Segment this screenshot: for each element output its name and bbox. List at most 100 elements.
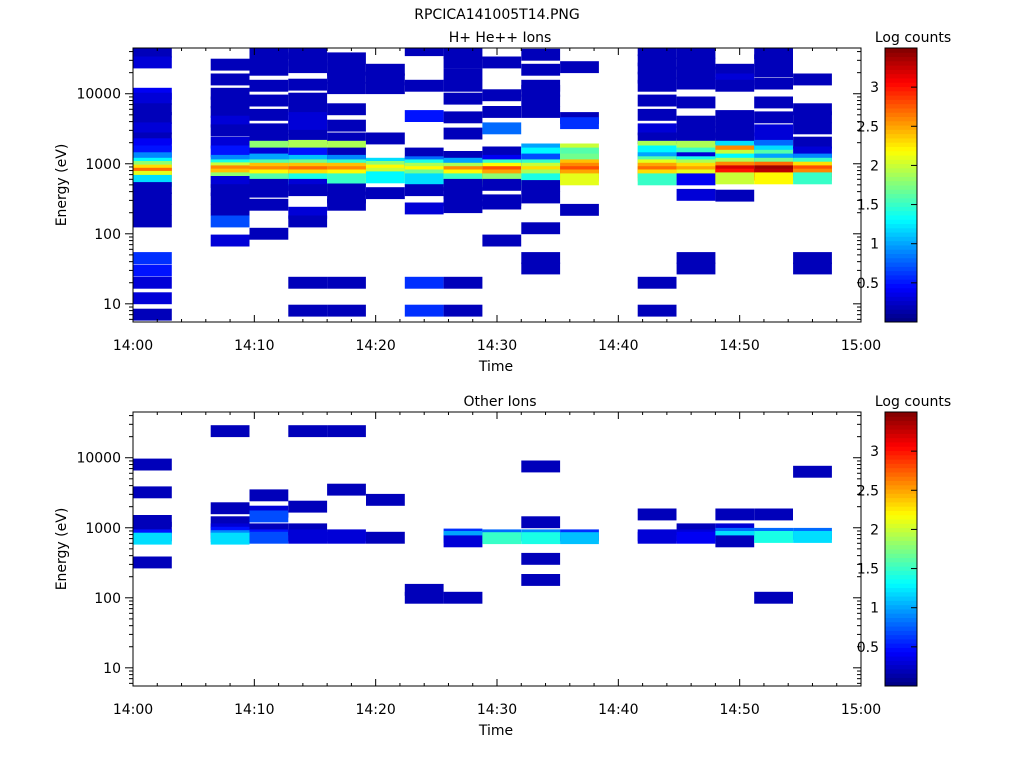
heatmap-cell <box>637 132 677 145</box>
heatmap-cell <box>133 112 172 124</box>
heatmap-cell <box>210 115 250 128</box>
colorbar-segment <box>885 65 917 70</box>
heatmap-cell <box>249 147 289 160</box>
figure-title: RPCICA141005T14.PNG <box>414 7 579 23</box>
colorbar-segment <box>885 549 917 554</box>
heatmap-cell <box>249 198 289 211</box>
x-tick-label: 14:10 <box>234 338 274 354</box>
heatmap-cell <box>133 556 172 569</box>
colorbar-segment <box>885 544 917 550</box>
heatmap-cell <box>637 62 677 75</box>
heatmap-cell <box>288 112 328 124</box>
heatmap-cell <box>288 92 328 105</box>
heatmap-cell <box>637 79 677 92</box>
panel-title: H+ He++ Ions <box>449 30 552 46</box>
colorbar-segment <box>885 257 917 263</box>
heatmap-cell <box>443 111 483 124</box>
heatmap-cell <box>521 222 561 235</box>
heatmap-cell <box>715 63 755 76</box>
colorbar-segment <box>885 249 917 254</box>
heatmap-cell <box>210 73 250 86</box>
colorbar-segment <box>885 95 917 100</box>
heatmap-cell <box>637 108 677 121</box>
colorbar-segment <box>885 52 917 58</box>
heatmap-cell <box>443 92 483 105</box>
colorbar-segment <box>885 253 917 259</box>
heatmap-cell <box>521 173 561 186</box>
heatmap-cell <box>560 117 599 130</box>
heatmap-cell <box>754 54 793 67</box>
heatmap-cell <box>676 173 716 186</box>
colorbar-segment <box>885 664 917 670</box>
colorbar-segment <box>885 493 917 499</box>
heatmap-cell <box>249 140 289 153</box>
colorbar-segment <box>885 227 917 233</box>
colorbar-segment <box>885 309 917 314</box>
y-tick-label: 10000 <box>76 87 121 103</box>
colorbar-segment <box>885 304 917 310</box>
heatmap-cells <box>133 48 832 321</box>
heatmap-cell <box>793 111 832 124</box>
heatmap-cell <box>521 180 561 192</box>
heatmap-cell <box>249 79 289 92</box>
heatmap-cell <box>637 54 677 67</box>
heatmap-cell <box>288 139 328 152</box>
heatmap-cell <box>482 106 522 118</box>
heatmap-cell <box>443 591 483 604</box>
heatmap-cell <box>754 531 793 543</box>
heatmap-cell <box>327 132 366 145</box>
x-tick-label: 14:50 <box>719 338 759 354</box>
heatmap-cell <box>676 48 716 60</box>
heatmap-cell <box>560 173 599 186</box>
heatmap-cell <box>366 132 405 145</box>
colorbar-segment <box>885 510 917 516</box>
heatmap-cell <box>288 103 328 116</box>
heatmap-cell <box>676 115 716 128</box>
heatmap-cell <box>482 89 522 102</box>
colorbar-segment <box>885 643 917 648</box>
heatmap-cell <box>133 56 172 69</box>
heatmap-cell <box>754 77 793 90</box>
colorbar: 0.5 1 1.5 2 2.5 3 <box>857 411 918 687</box>
heatmap-cell <box>793 172 832 185</box>
colorbar-segment <box>885 424 917 430</box>
heatmap-cell <box>366 63 405 76</box>
colorbar-segment <box>885 501 917 507</box>
heatmap-cell <box>637 123 677 136</box>
colorbar-segment <box>885 48 917 53</box>
colorbar-segment <box>885 317 917 323</box>
heatmap-cell <box>249 108 289 121</box>
colorbar-segment <box>885 651 917 657</box>
colorbar-segment <box>885 412 917 417</box>
heatmap-cell <box>288 147 328 160</box>
colorbar-segment <box>885 219 917 225</box>
heatmap-cell <box>521 63 561 76</box>
heatmap-cell <box>443 194 483 207</box>
colorbar-frame <box>884 411 918 687</box>
heatmap-cell <box>210 192 250 205</box>
colorbar-segment <box>885 223 917 229</box>
colorbar-segment <box>885 120 917 126</box>
colorbar-segment <box>885 202 917 207</box>
colorbar-segment <box>885 656 917 661</box>
colorbar-segment <box>885 441 917 447</box>
colorbar-segment <box>885 420 917 426</box>
x-tick-label: 14:30 <box>477 702 517 718</box>
colorbar-segment <box>885 617 917 623</box>
colorbar-segment <box>885 608 917 614</box>
y-tick-label: 10000 <box>76 451 121 467</box>
heatmap-cell <box>133 308 172 321</box>
heatmap-cell <box>482 532 522 545</box>
x-axis-label: Time <box>478 723 513 739</box>
heatmap-cell <box>288 119 328 132</box>
colorbar-segment <box>885 506 917 511</box>
colorbar-segment <box>885 429 917 434</box>
colorbar-tick-label: 3 <box>870 80 879 96</box>
heatmap-cell <box>327 483 366 496</box>
x-tick-label: 14:00 <box>113 702 153 718</box>
colorbar-segment <box>885 578 917 584</box>
heatmap-cell <box>521 532 561 545</box>
colorbar-segment <box>885 296 917 302</box>
colorbar-segment <box>885 613 917 618</box>
y-tick-label: 10 <box>103 661 121 677</box>
